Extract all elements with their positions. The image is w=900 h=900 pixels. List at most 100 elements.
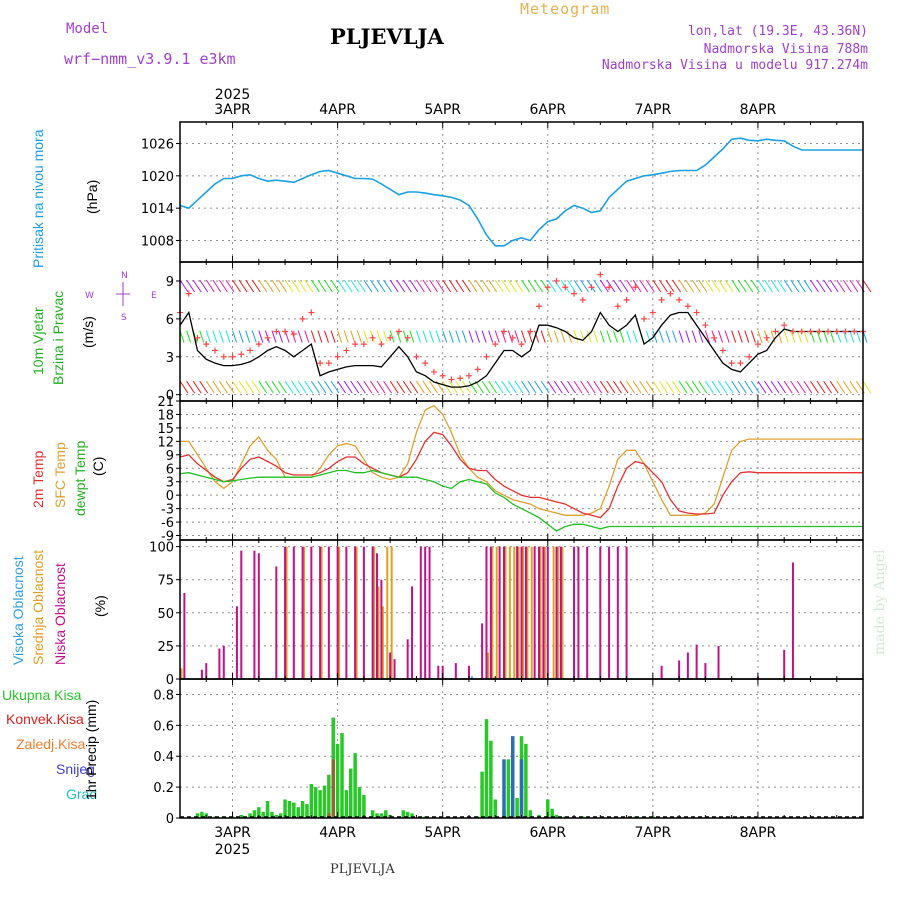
wind-barb bbox=[593, 330, 599, 343]
total-precip-bar bbox=[292, 802, 296, 818]
wind-barb bbox=[310, 279, 320, 293]
wind-barb bbox=[698, 380, 708, 394]
legend-freez: Zaledj.Kisa bbox=[16, 736, 86, 752]
gust-marker bbox=[606, 284, 613, 291]
wind-barb bbox=[363, 330, 369, 343]
total-precip-bar bbox=[353, 753, 357, 818]
gust-marker bbox=[702, 322, 709, 329]
wind-barb bbox=[632, 380, 642, 394]
wind-barb bbox=[790, 279, 800, 293]
product-title: Meteogram bbox=[520, 0, 611, 18]
gust-marker bbox=[229, 353, 236, 360]
wind-barb bbox=[836, 380, 846, 394]
wind-barb bbox=[626, 279, 635, 293]
wind-barb bbox=[626, 380, 635, 394]
wind-barb bbox=[442, 330, 448, 343]
wind-barb bbox=[429, 330, 435, 343]
gust-marker bbox=[518, 341, 525, 348]
wind-barb bbox=[757, 279, 767, 293]
gust-marker bbox=[693, 309, 700, 316]
wind-barb bbox=[475, 279, 484, 293]
gust-marker bbox=[597, 271, 604, 278]
total-precip-bar bbox=[278, 813, 283, 818]
total-precip-bar bbox=[283, 799, 287, 818]
legend-hail: Grad bbox=[66, 786, 98, 802]
wind-barb bbox=[179, 380, 189, 394]
wind-barb bbox=[317, 330, 323, 343]
wind-barb bbox=[192, 279, 202, 293]
wind-barb bbox=[849, 380, 859, 394]
wind-barb bbox=[691, 330, 697, 343]
wind-barb bbox=[639, 380, 649, 394]
gust-marker bbox=[378, 341, 385, 348]
footer-city: PLJEVLJA bbox=[330, 862, 395, 877]
gust-marker bbox=[404, 334, 411, 341]
gust-marker bbox=[571, 290, 578, 297]
wind-barb bbox=[278, 279, 287, 293]
temp-tick-label: 6 bbox=[166, 462, 174, 477]
wind-barb bbox=[711, 279, 721, 293]
wind-barb bbox=[225, 330, 231, 343]
wind-barb bbox=[337, 279, 347, 293]
wind-barb bbox=[750, 380, 760, 394]
gust-marker bbox=[325, 360, 332, 367]
wind-barb bbox=[363, 279, 373, 293]
wind-barb bbox=[468, 380, 478, 394]
wind-barb bbox=[461, 330, 467, 343]
total-precip-bar bbox=[274, 814, 279, 818]
wind-barb bbox=[672, 330, 678, 343]
wind-barb bbox=[698, 279, 708, 293]
wind-barb bbox=[205, 330, 211, 343]
wind-barb bbox=[291, 279, 301, 293]
wind-barb bbox=[409, 380, 419, 394]
wind-barb bbox=[258, 330, 264, 343]
wind-barb bbox=[540, 380, 550, 394]
wind-barb bbox=[396, 380, 406, 394]
wind-barb bbox=[757, 380, 767, 394]
wind-barb bbox=[606, 380, 616, 394]
wind-barb bbox=[442, 380, 452, 394]
gust-marker bbox=[273, 328, 280, 335]
wind-barb bbox=[376, 279, 386, 293]
wind-barb bbox=[409, 330, 415, 343]
wind-barb bbox=[501, 330, 507, 343]
wind-barb bbox=[731, 330, 737, 343]
total-precip-bar bbox=[344, 790, 349, 818]
wind-barb bbox=[665, 279, 675, 293]
wind-barb bbox=[429, 380, 438, 394]
wind-barb bbox=[724, 279, 734, 293]
wind-barb bbox=[619, 380, 629, 394]
gust-marker bbox=[255, 341, 262, 348]
wind-barb bbox=[803, 279, 813, 293]
wind-barb bbox=[823, 380, 833, 394]
total-precip-bar bbox=[265, 801, 270, 818]
wind-barb bbox=[383, 330, 389, 343]
gust-marker bbox=[684, 303, 691, 310]
gust-marker bbox=[509, 334, 516, 341]
wind-barb bbox=[225, 279, 235, 293]
legend-total: Ukupna Kisa bbox=[2, 687, 82, 703]
wind-barb bbox=[199, 380, 209, 394]
wind-barb bbox=[396, 279, 406, 293]
wind-barb bbox=[271, 279, 281, 293]
wind-barb bbox=[258, 279, 268, 293]
wind-barb bbox=[205, 279, 215, 293]
wind-barb bbox=[212, 380, 222, 394]
day-label-bottom: 6APR bbox=[529, 825, 566, 841]
gust-marker bbox=[360, 341, 367, 348]
wind-barb bbox=[383, 380, 393, 394]
wind-barb bbox=[416, 279, 425, 293]
total-precip-bar bbox=[362, 794, 366, 818]
wind-barb bbox=[488, 380, 498, 394]
gust-marker bbox=[544, 284, 551, 291]
temp-tick-label: 3 bbox=[166, 476, 174, 491]
wind-barb bbox=[718, 380, 727, 394]
wind-tick-label: 0 bbox=[166, 389, 174, 404]
wind-barb bbox=[370, 380, 379, 394]
gust-marker bbox=[483, 353, 490, 360]
wind-barb bbox=[665, 380, 675, 394]
total-precip-bar bbox=[493, 799, 497, 818]
gust-marker bbox=[798, 328, 805, 335]
gust-marker bbox=[728, 360, 735, 367]
wind-barb bbox=[507, 279, 517, 293]
